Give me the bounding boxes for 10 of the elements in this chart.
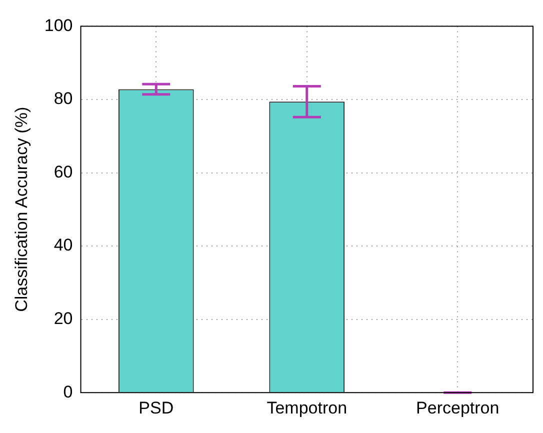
y-tick-label: 100 <box>44 16 73 35</box>
y-axis-title: Classification Accuracy (%) <box>12 106 31 312</box>
x-tick-label: Perceptron <box>416 398 500 418</box>
x-tick-label: Tempotron <box>266 398 348 418</box>
y-tick-label: 80 <box>54 89 73 108</box>
y-tick-label: 60 <box>54 162 73 182</box>
y-tick-label: 20 <box>54 309 73 328</box>
y-tick-label: 40 <box>54 236 73 255</box>
y-tick-label: 0 <box>63 382 73 402</box>
x-tick-label: PSD <box>138 398 174 418</box>
